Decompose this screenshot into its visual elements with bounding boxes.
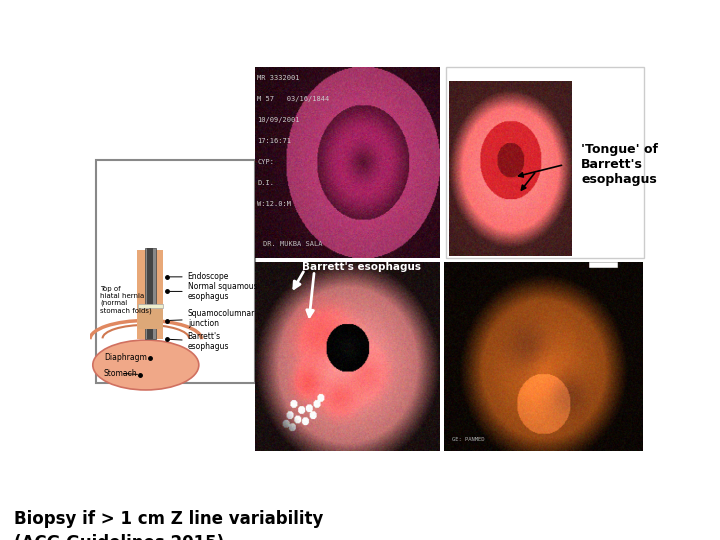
Text: Endoscope: Endoscope <box>170 272 229 281</box>
Bar <box>138 250 146 339</box>
Bar <box>138 304 163 308</box>
Bar <box>148 248 153 339</box>
Text: Top of
hiatal hernia
(normal
stomach folds): Top of hiatal hernia (normal stomach fol… <box>100 286 152 314</box>
Text: Squamocolumnar
junction: Squamocolumnar junction <box>170 309 255 328</box>
Bar <box>138 308 163 329</box>
Bar <box>154 250 163 339</box>
Text: Barrett's
esophagus: Barrett's esophagus <box>170 332 229 351</box>
Bar <box>446 67 644 258</box>
Text: Diaphragm: Diaphragm <box>104 354 150 362</box>
Ellipse shape <box>93 340 199 390</box>
Bar <box>145 248 156 339</box>
Bar <box>96 160 255 383</box>
Text: Stomach: Stomach <box>104 369 138 378</box>
Text: Biopsy if > 1 cm Z line variability
(ACG Guidelines 2015): Biopsy if > 1 cm Z line variability (ACG… <box>14 510 324 540</box>
Text: Normal squamous
esophagus: Normal squamous esophagus <box>170 282 257 301</box>
Text: Barrett's esophagus: Barrett's esophagus <box>302 262 421 272</box>
Text: 'Tongue' of
Barrett's
esophagus: 'Tongue' of Barrett's esophagus <box>581 143 658 186</box>
